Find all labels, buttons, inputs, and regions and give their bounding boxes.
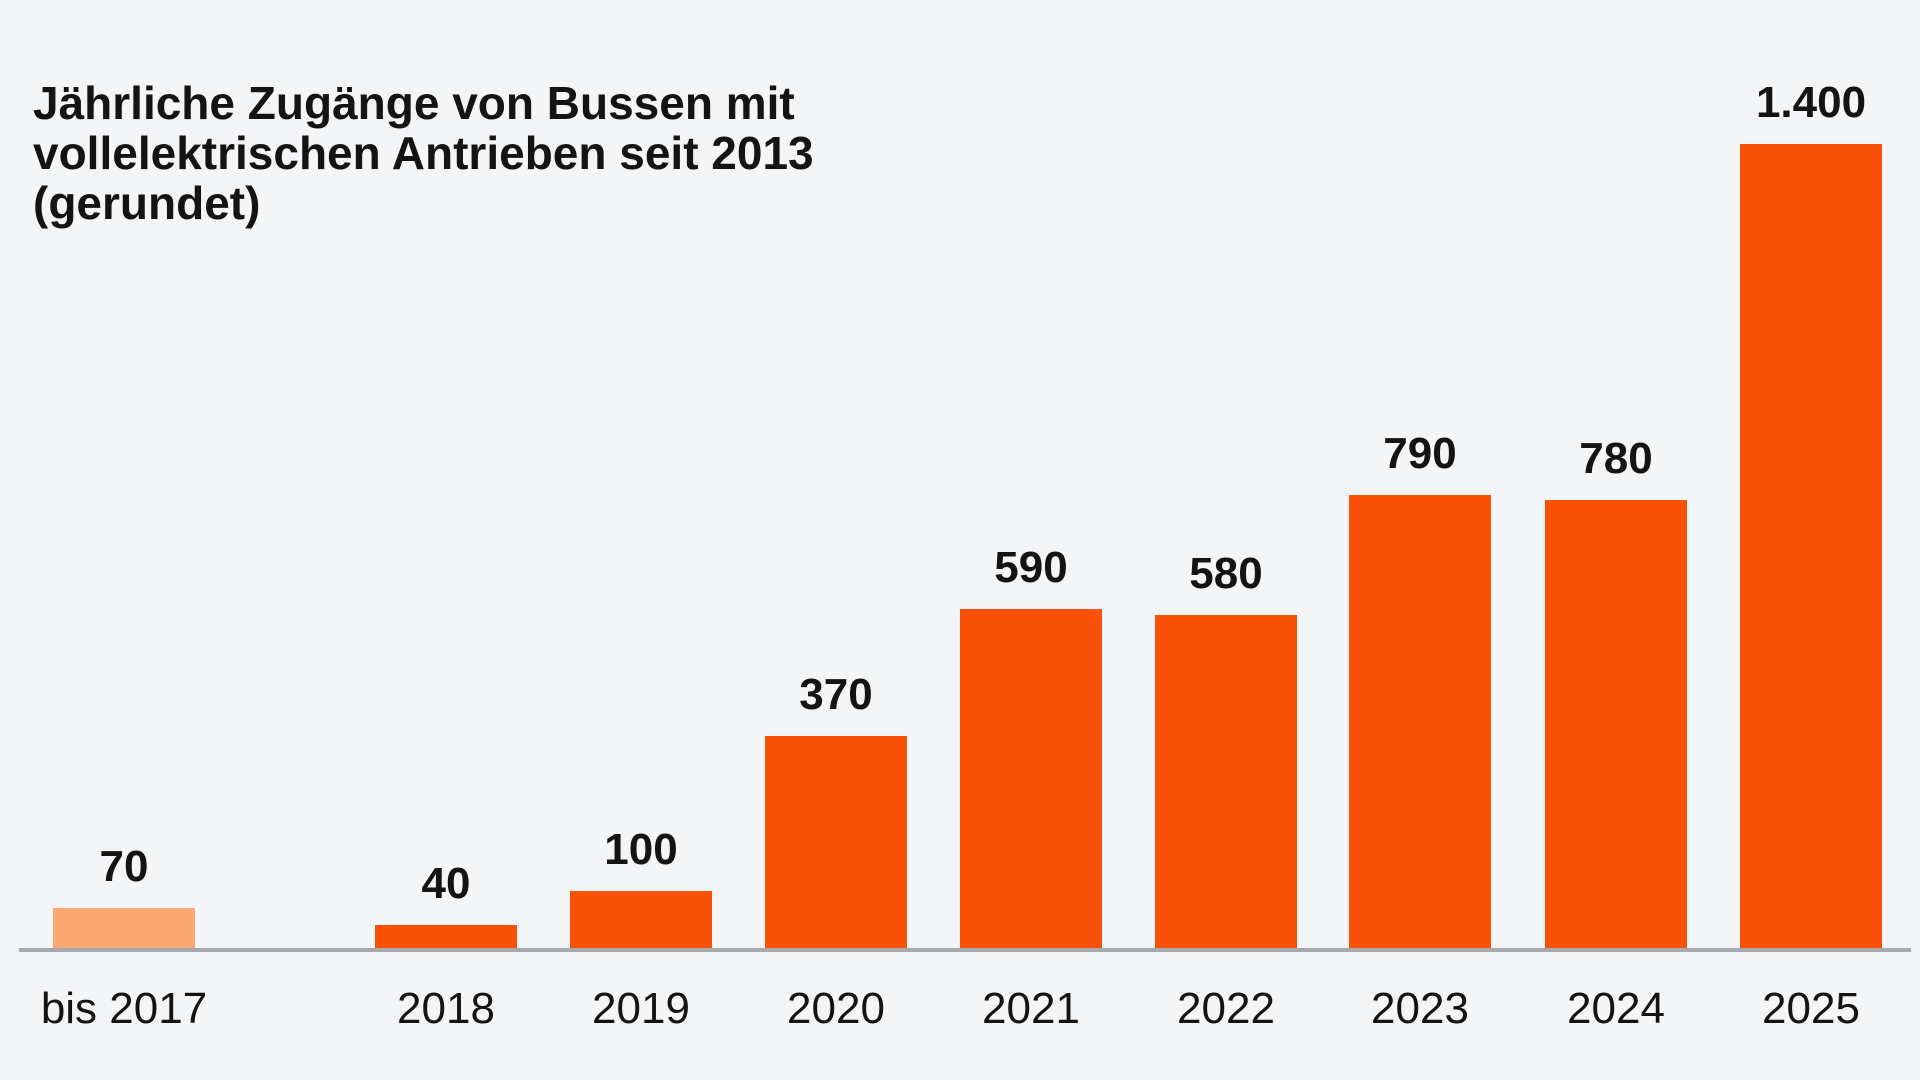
chart-title: Jährliche Zugänge von Bussen mit vollele… [33,78,814,228]
bar-2024 [1545,500,1687,948]
bar-2023 [1349,495,1491,948]
value-label-2019: 100 [604,825,678,874]
value-label-bis-2017: 70 [99,842,149,891]
category-label-2020: 2020 [787,984,885,1033]
value-label-2021: 590 [994,543,1068,592]
category-label-2019: 2019 [592,984,690,1033]
value-label-2025: 1.400 [1755,78,1867,127]
bar-bis-2017 [53,908,195,948]
bar-2021 [960,609,1102,948]
category-label-2023: 2023 [1371,984,1469,1033]
category-label-2018: 2018 [397,984,495,1033]
value-label-2018: 40 [421,859,471,908]
value-label-2024: 780 [1579,434,1653,483]
value-label-2022: 580 [1189,549,1263,598]
x-axis-baseline [19,948,1911,952]
chart-title-line-3: (gerundet) [33,177,261,229]
chart-title-line-1: Jährliche Zugänge von Bussen mit [33,77,795,129]
value-label-2020: 370 [799,670,873,719]
bar-2019 [570,891,712,948]
bar-2020 [765,736,907,948]
category-label-2022: 2022 [1177,984,1275,1033]
category-label-2025: 2025 [1762,984,1860,1033]
value-label-2023: 790 [1383,429,1457,478]
category-label-2021: 2021 [982,984,1080,1033]
bar-2022 [1155,615,1297,948]
chart-title-line-2: vollelektrischen Antrieben seit 2013 [33,127,814,179]
bar-2025 [1740,144,1882,948]
category-label-bis-2017: bis 2017 [40,984,208,1033]
bar-2018 [375,925,517,948]
category-label-2024: 2024 [1567,984,1665,1033]
